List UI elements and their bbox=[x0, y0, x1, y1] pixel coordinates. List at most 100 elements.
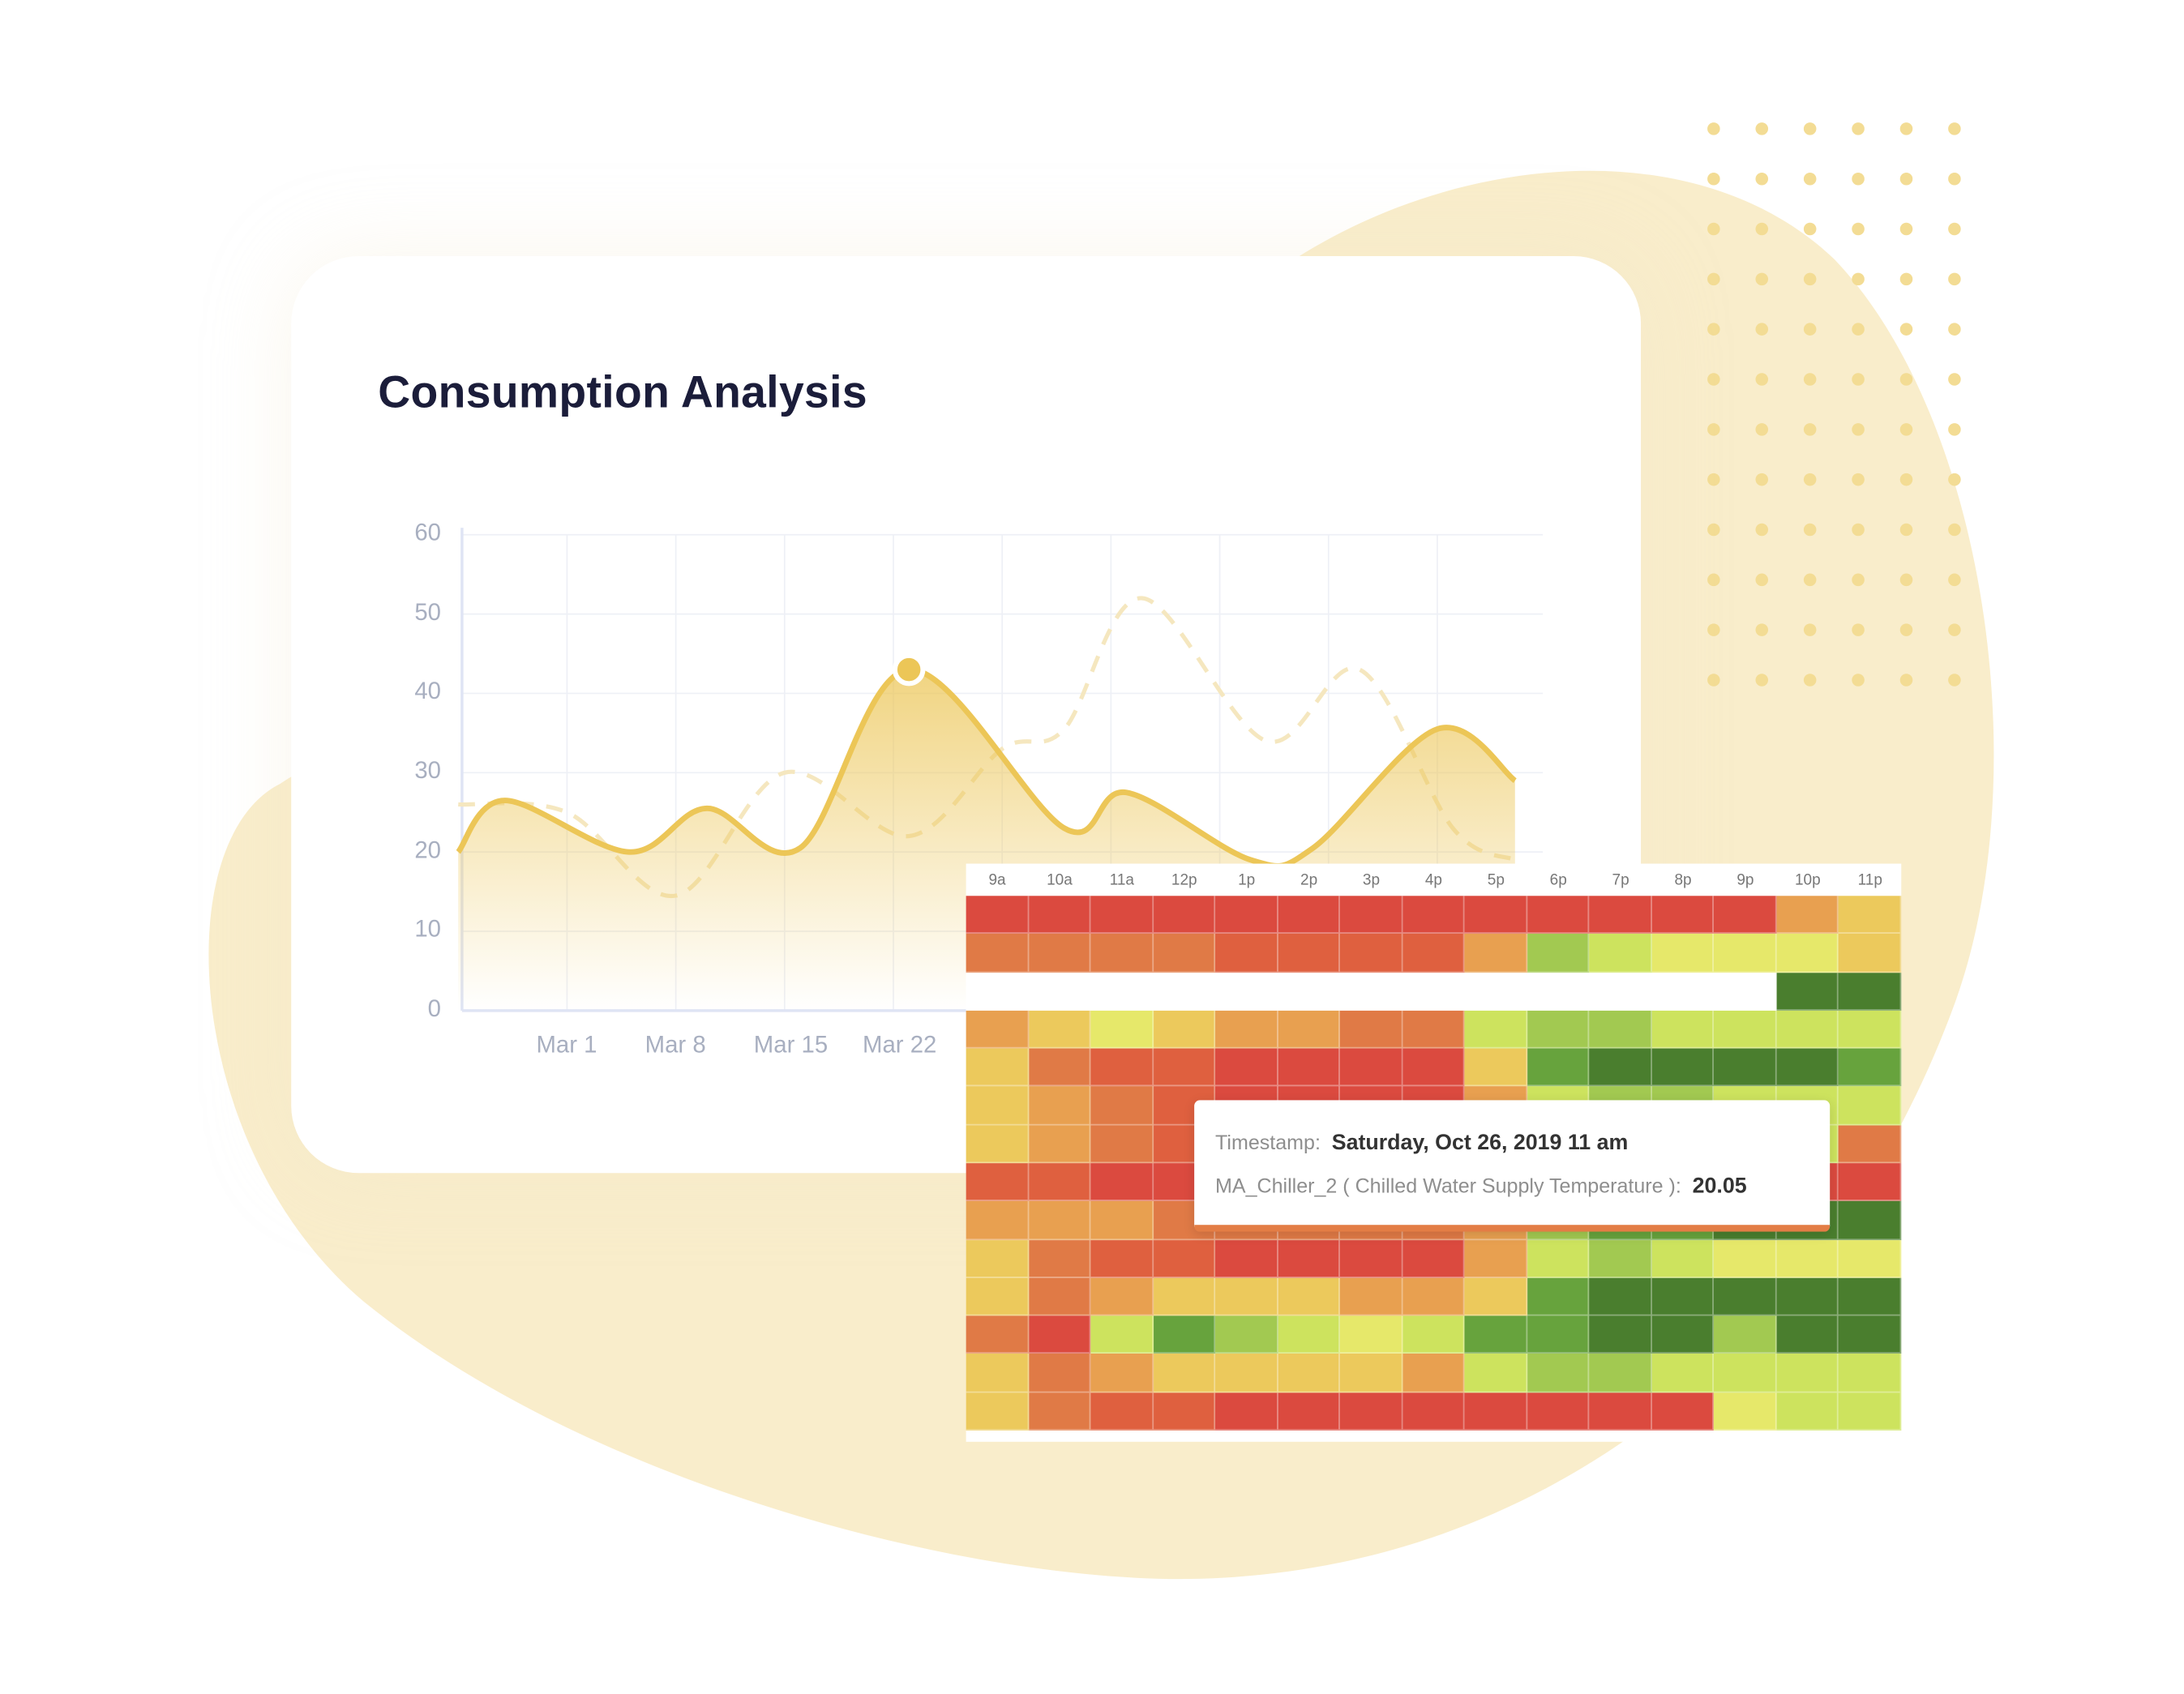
heatmap-cell[interactable] bbox=[1651, 972, 1715, 1011]
heatmap-cell[interactable] bbox=[1839, 1239, 1902, 1278]
heatmap-cell[interactable] bbox=[1028, 1354, 1091, 1392]
heatmap-cell[interactable] bbox=[1090, 934, 1154, 973]
heatmap-cell[interactable] bbox=[966, 1124, 1029, 1164]
heatmap-cell[interactable] bbox=[1651, 1010, 1715, 1049]
heatmap-cell[interactable] bbox=[1464, 1392, 1527, 1431]
heatmap-cell[interactable] bbox=[1090, 1354, 1154, 1392]
heatmap-cell[interactable] bbox=[1153, 1354, 1216, 1392]
heatmap-cell[interactable] bbox=[1278, 896, 1341, 935]
heatmap-cell[interactable] bbox=[1651, 1392, 1715, 1431]
heatmap-cell[interactable] bbox=[1651, 1315, 1715, 1354]
heatmap-cell[interactable] bbox=[1028, 972, 1091, 1011]
heatmap-cell[interactable] bbox=[1527, 1010, 1590, 1049]
heatmap-cell[interactable] bbox=[1714, 1048, 1777, 1087]
heatmap-cell[interactable] bbox=[1714, 972, 1777, 1011]
heatmap-cell[interactable] bbox=[1839, 1124, 1902, 1164]
heatmap-cell[interactable] bbox=[1714, 1277, 1777, 1316]
heatmap-cell[interactable] bbox=[1278, 1354, 1341, 1392]
heatmap-cell[interactable] bbox=[1028, 1392, 1091, 1431]
heatmap-cell[interactable] bbox=[1278, 1315, 1341, 1354]
heatmap-cell[interactable] bbox=[1776, 1354, 1839, 1392]
heatmap-cell[interactable] bbox=[1651, 1048, 1715, 1087]
heatmap-cell[interactable] bbox=[1714, 934, 1777, 973]
heatmap-cell[interactable] bbox=[966, 1277, 1029, 1316]
heatmap-cell[interactable] bbox=[1714, 1010, 1777, 1049]
heatmap-cell[interactable] bbox=[1090, 1163, 1154, 1202]
heatmap-cell[interactable] bbox=[1464, 1354, 1527, 1392]
heatmap-cell[interactable] bbox=[1589, 972, 1652, 1011]
heatmap-cell[interactable] bbox=[1776, 1392, 1839, 1431]
heatmap-cell[interactable] bbox=[1153, 1239, 1216, 1278]
heatmap-cell[interactable] bbox=[1589, 1315, 1652, 1354]
heatmap-cell[interactable] bbox=[1527, 896, 1590, 935]
heatmap-cell[interactable] bbox=[1527, 1277, 1590, 1316]
heatmap-cell[interactable] bbox=[1714, 1239, 1777, 1278]
heatmap-cell[interactable] bbox=[1215, 1239, 1278, 1278]
heatmap-cell[interactable] bbox=[1527, 1392, 1590, 1431]
heatmap-cell[interactable] bbox=[1340, 1048, 1402, 1087]
heatmap-cell[interactable] bbox=[1090, 1277, 1154, 1316]
heatmap-cell[interactable] bbox=[1776, 1239, 1839, 1278]
heatmap-cell[interactable] bbox=[1028, 1086, 1091, 1125]
heatmap-cell[interactable] bbox=[1340, 1392, 1402, 1431]
heatmap-cell[interactable] bbox=[1589, 1048, 1652, 1087]
heatmap-cell[interactable] bbox=[966, 1086, 1029, 1125]
heatmap-cell[interactable] bbox=[1090, 1201, 1154, 1240]
heatmap-cell[interactable] bbox=[1090, 1124, 1154, 1164]
heatmap-cell[interactable] bbox=[1278, 1010, 1341, 1049]
heatmap-cell[interactable] bbox=[966, 1354, 1029, 1392]
heatmap-cell[interactable] bbox=[1651, 1354, 1715, 1392]
heatmap-cell[interactable] bbox=[1278, 1277, 1341, 1316]
highlight-point[interactable] bbox=[892, 652, 926, 687]
heatmap-cell[interactable] bbox=[1153, 1277, 1216, 1316]
heatmap-cell[interactable] bbox=[1215, 896, 1278, 935]
heatmap-cell[interactable] bbox=[1278, 1392, 1341, 1431]
heatmap-cell[interactable] bbox=[1340, 972, 1402, 1011]
heatmap-cell[interactable] bbox=[1090, 1315, 1154, 1354]
heatmap-cell[interactable] bbox=[1839, 972, 1902, 1011]
heatmap-cell[interactable] bbox=[1527, 1239, 1590, 1278]
heatmap-cell[interactable] bbox=[1402, 1392, 1465, 1431]
heatmap-cell[interactable] bbox=[1153, 934, 1216, 973]
heatmap-cell[interactable] bbox=[1839, 1010, 1902, 1049]
heatmap-cell[interactable] bbox=[1589, 896, 1652, 935]
heatmap-cell[interactable] bbox=[1340, 1277, 1402, 1316]
heatmap-cell[interactable] bbox=[1153, 1315, 1216, 1354]
heatmap-cell[interactable] bbox=[1340, 1354, 1402, 1392]
heatmap-cell[interactable] bbox=[1776, 1048, 1839, 1087]
heatmap-cell[interactable] bbox=[1589, 1239, 1652, 1278]
heatmap-cell[interactable] bbox=[966, 1010, 1029, 1049]
heatmap-cell[interactable] bbox=[1215, 1392, 1278, 1431]
heatmap-cell[interactable] bbox=[1090, 896, 1154, 935]
heatmap-cell[interactable] bbox=[1278, 1239, 1341, 1278]
heatmap-cell[interactable] bbox=[1527, 1315, 1590, 1354]
heatmap-cell[interactable] bbox=[1402, 896, 1465, 935]
heatmap-cell[interactable] bbox=[1402, 934, 1465, 973]
heatmap-cell[interactable] bbox=[1153, 1010, 1216, 1049]
heatmap-cell[interactable] bbox=[1028, 896, 1091, 935]
heatmap-cell[interactable] bbox=[1028, 1010, 1091, 1049]
heatmap-cell[interactable] bbox=[1215, 1354, 1278, 1392]
heatmap-cell[interactable] bbox=[1839, 1201, 1902, 1240]
heatmap-cell[interactable] bbox=[1340, 934, 1402, 973]
heatmap-cell[interactable] bbox=[1215, 1277, 1278, 1316]
heatmap-cell[interactable] bbox=[966, 1201, 1029, 1240]
heatmap-cell[interactable] bbox=[1340, 1315, 1402, 1354]
heatmap-cell[interactable] bbox=[966, 1163, 1029, 1202]
heatmap-cell[interactable] bbox=[1589, 1354, 1652, 1392]
heatmap-cell[interactable] bbox=[1215, 1315, 1278, 1354]
heatmap-cell[interactable] bbox=[1589, 1010, 1652, 1049]
heatmap-cell[interactable] bbox=[1340, 1239, 1402, 1278]
heatmap-cell[interactable] bbox=[1839, 1086, 1902, 1125]
heatmap-cell[interactable] bbox=[1839, 1277, 1902, 1316]
heatmap-cell[interactable] bbox=[1402, 1354, 1465, 1392]
heatmap-cell[interactable] bbox=[1090, 1048, 1154, 1087]
heatmap-cell[interactable] bbox=[1651, 934, 1715, 973]
heatmap-cell[interactable] bbox=[1776, 1315, 1839, 1354]
heatmap-cell[interactable] bbox=[1839, 1163, 1902, 1202]
heatmap-cell[interactable] bbox=[1028, 1124, 1091, 1164]
heatmap-cell[interactable] bbox=[966, 972, 1029, 1011]
heatmap-cell[interactable] bbox=[1090, 1086, 1154, 1125]
heatmap-cell[interactable] bbox=[1278, 972, 1341, 1011]
heatmap-cell[interactable] bbox=[1402, 972, 1465, 1011]
